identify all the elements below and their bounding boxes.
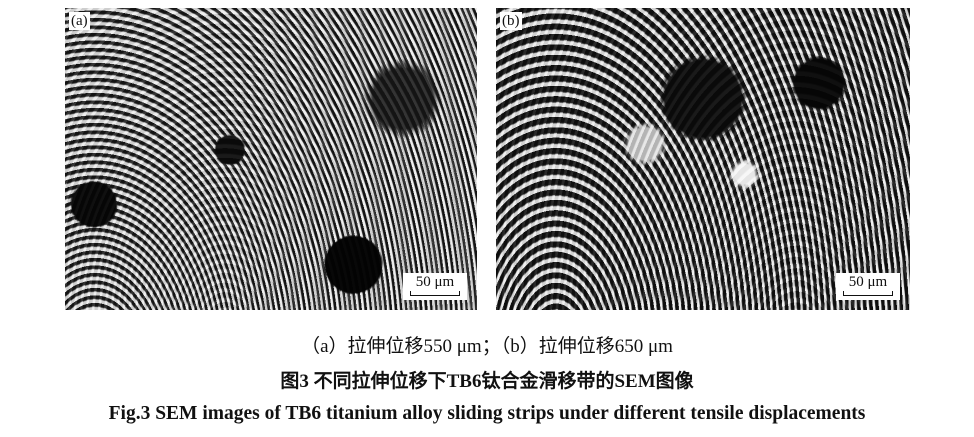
scale-bar-label: 50 μm — [415, 274, 455, 290]
scale-bar-line — [410, 291, 460, 296]
panel-label: (b) — [500, 12, 522, 30]
scale-bar: 50 μm — [836, 273, 900, 300]
sem-image-a: (a) 50 μm — [65, 8, 477, 310]
sem-image-b: (b) 50 μm — [496, 8, 910, 310]
scale-bar-line — [843, 291, 893, 296]
scale-bar-label: 50 μm — [848, 274, 888, 290]
caption-english: Fig.3 SEM images of TB6 titanium alloy s… — [108, 403, 866, 424]
subcaption: （a）拉伸位移550 μm；（b）拉伸位移650 μm — [301, 336, 673, 357]
caption-chinese: 图3 不同拉伸位移下TB6钛合金滑移带的SEM图像 — [280, 371, 694, 392]
sem-texture-overlay — [65, 8, 477, 310]
panel-label: (a) — [69, 12, 90, 30]
scale-bar: 50 μm — [403, 273, 467, 300]
sem-texture-overlay — [496, 8, 910, 310]
